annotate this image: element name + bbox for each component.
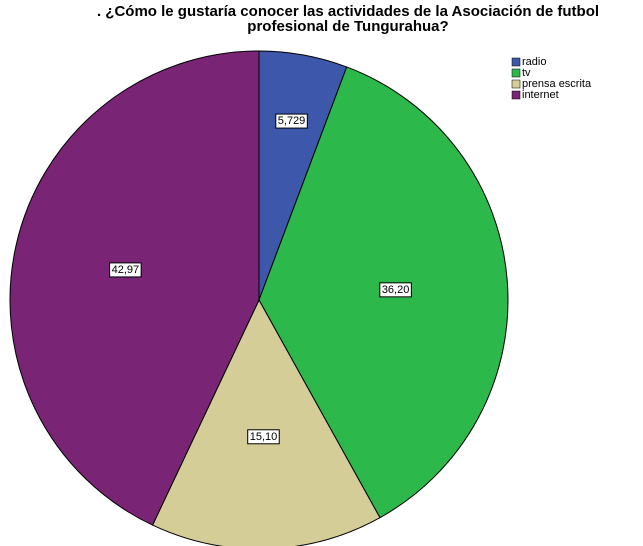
legend-label: prensa escrita [522, 78, 592, 90]
chart-title: profesional de Tungurahua? [247, 18, 448, 35]
label-box [379, 282, 412, 298]
data-label: 15,10 [250, 431, 278, 443]
legend-swatch [511, 68, 521, 78]
label-box [109, 262, 142, 278]
label-box [247, 429, 280, 445]
legend-label: radio [522, 56, 546, 68]
data-label: 5,729 [278, 115, 306, 127]
chart-title: . ¿Cómo le gustaría conocer las activida… [97, 3, 599, 20]
legend-label: tv [522, 67, 531, 79]
legend-swatch [511, 90, 521, 100]
label-box [275, 113, 308, 129]
data-label: 36,20 [382, 284, 410, 296]
data-label: 42,97 [112, 264, 140, 276]
legend-label: internet [522, 89, 559, 101]
legend-swatch [511, 79, 521, 89]
legend-swatch [511, 57, 521, 67]
pie-slice [151, 298, 381, 546]
pie-slice [9, 50, 260, 526]
